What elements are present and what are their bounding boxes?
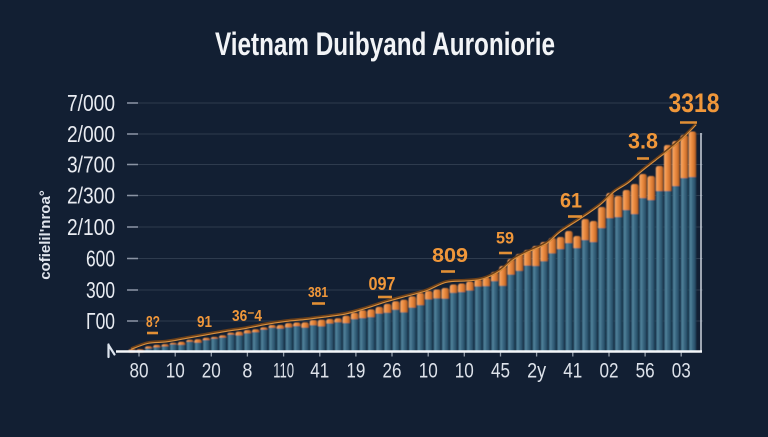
svg-text:8: 8: [242, 360, 252, 383]
svg-text:3318: 3318: [669, 88, 720, 118]
svg-text:56: 56: [636, 360, 655, 383]
svg-text:2/100: 2/100: [67, 214, 115, 240]
svg-text:91: 91: [197, 314, 212, 331]
svg-text:36⁻4: 36⁻4: [232, 308, 262, 325]
svg-text:41: 41: [563, 360, 582, 383]
svg-text:26: 26: [383, 360, 402, 383]
svg-text:59: 59: [496, 229, 514, 248]
svg-text:10: 10: [166, 360, 185, 383]
svg-text:10: 10: [419, 360, 438, 383]
svg-text:45: 45: [491, 360, 510, 383]
svg-text:300: 300: [86, 277, 115, 303]
svg-text:10: 10: [455, 360, 474, 383]
svg-text:Vietnam Duibyand Auroniorie: Vietnam Duibyand Auroniorie: [215, 26, 555, 62]
svg-text:19: 19: [346, 360, 365, 383]
svg-text:20: 20: [202, 360, 221, 383]
svg-text:2/000: 2/000: [67, 121, 115, 147]
svg-text:3.8: 3.8: [628, 129, 658, 154]
svg-text:3/700: 3/700: [67, 152, 115, 178]
svg-text:80: 80: [130, 360, 149, 383]
svg-text:097: 097: [369, 274, 396, 294]
svg-text:2/300: 2/300: [67, 183, 115, 209]
svg-text:61: 61: [560, 190, 582, 213]
svg-text:03: 03: [672, 360, 691, 383]
svg-text:8?: 8?: [146, 314, 160, 331]
svg-text:2y: 2y: [527, 360, 546, 383]
svg-text:381: 381: [308, 284, 328, 301]
svg-text:02: 02: [600, 360, 619, 383]
svg-text:110: 110: [273, 360, 294, 383]
svg-text:cofielil'nroa°: cofielil'nroa°: [37, 190, 54, 280]
svg-text:41: 41: [310, 360, 329, 383]
svg-text:600: 600: [86, 246, 115, 272]
svg-text:7/000: 7/000: [67, 90, 115, 116]
svg-text:Γ00: Γ00: [86, 308, 115, 334]
svg-text:809: 809: [432, 245, 468, 267]
